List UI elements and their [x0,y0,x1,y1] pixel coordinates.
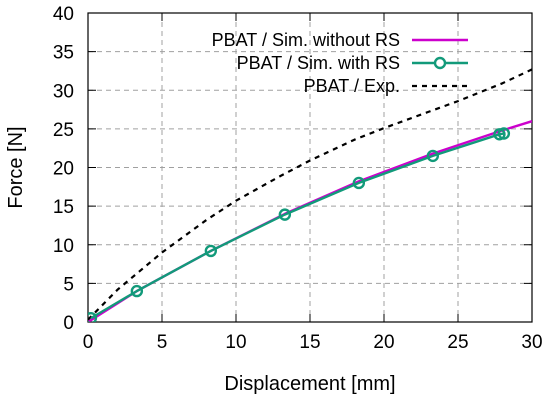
plot-area [88,68,532,322]
x-axis-label: Displacement [mm] [224,373,395,395]
legend-series-3-label: PBAT / Exp. [304,76,400,96]
legend-series-2-marker-sample [433,56,447,70]
y-tick-label: 30 [53,81,74,102]
grid-lines [88,13,532,322]
x-tick-label: 5 [157,332,168,353]
tick-marks: 0 5 10 15 20 25 30 0 5 10 15 20 25 30 35 40 [53,4,543,353]
x-tick-label: 25 [447,332,468,353]
series-2-marker [426,149,440,163]
y-tick-label: 0 [63,313,74,334]
series-2-marker [88,311,98,322]
y-tick-label: 40 [53,4,74,25]
y-tick-label: 10 [53,236,74,257]
y-tick-label: 35 [53,43,74,64]
x-tick-label: 30 [521,332,542,353]
x-tick-label: 20 [373,332,394,353]
y-axis-label: Force [N] [5,126,27,208]
y-tick-label: 20 [53,159,74,180]
series-3-line [88,68,532,321]
series-2-marker [130,284,144,298]
legend: PBAT / Sim. without RS PBAT / Sim. with R… [212,30,468,96]
y-tick-label: 15 [53,197,74,218]
y-tick-label: 5 [63,274,74,295]
legend-series-1-label: PBAT / Sim. without RS [212,30,400,50]
series-2-marker [497,127,511,140]
series-2-marker [278,208,292,221]
y-tick-label: 25 [53,120,74,141]
x-tick-label: 15 [299,332,320,353]
x-tick-label: 0 [83,332,94,353]
x-tick-label: 10 [225,332,246,353]
series-2-marker [204,244,218,258]
series-2-line [90,132,505,320]
series-2-marker [352,176,366,190]
legend-series-2-label: PBAT / Sim. with RS [237,53,400,73]
